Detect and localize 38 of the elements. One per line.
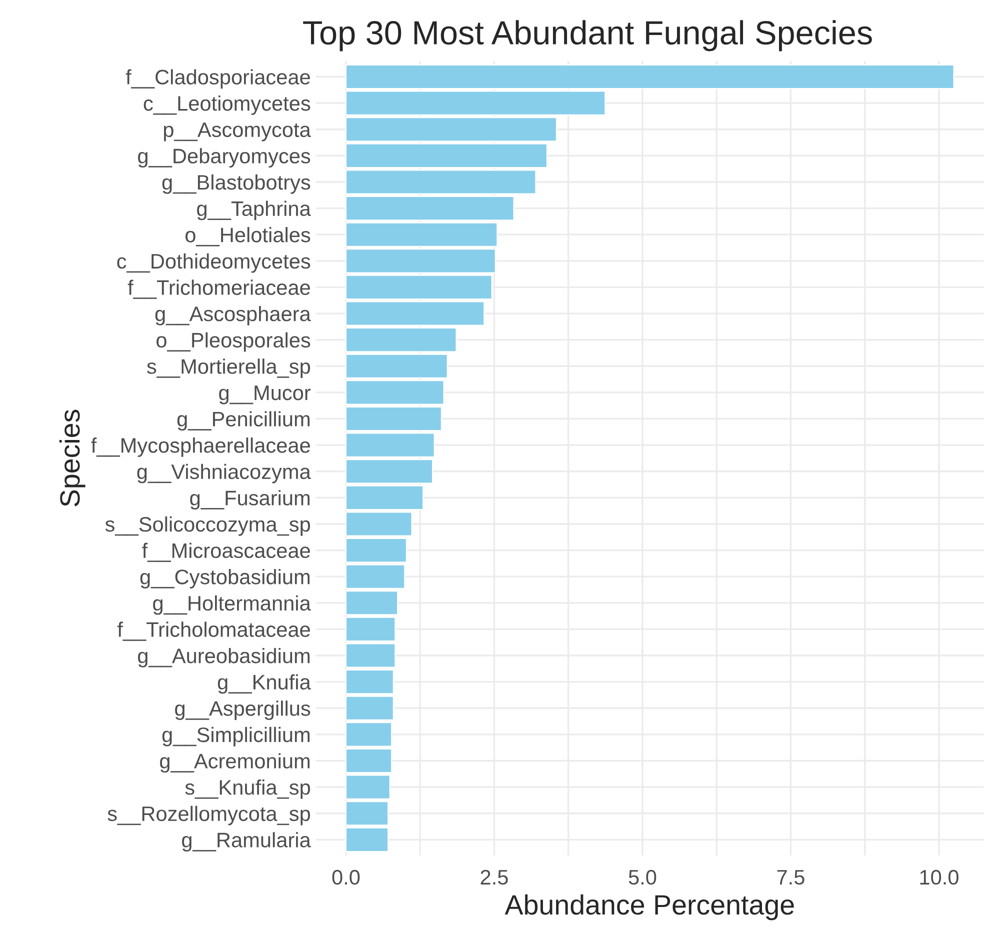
y-tick-label: g__Vishniacozyma [137,464,311,484]
y-tick-label: g__Ramularia [182,832,311,852]
y-axis-title: Species [59,410,86,506]
x-tick-label: 0.0 [332,870,360,885]
y-tick-label: g__Acremonium [160,753,310,773]
y-tick-label: s__Mortierella_sp [147,358,310,378]
y-tick-label: g__Holtermannia [153,595,311,615]
y-tick-label: s__Rozellomycota_sp [108,806,310,826]
y-tick-label: g__Penicillium [177,411,310,431]
x-tick-label: 2.5 [480,870,508,885]
y-tick-label: g__Knufia [218,674,311,694]
x-tick-label: 10.0 [920,870,958,885]
y-tick-label: f__Tricholomataceae [117,622,310,641]
y-tick-label: p__Ascomycota [164,122,311,142]
y-tick-label: g__Blastobotrys [162,174,310,194]
y-tick-label: g__Cystobasidium [140,569,310,588]
y-tick-label: g__Taphrina [197,200,311,220]
chart-title: Top 30 Most Abundant Fungal Species [303,20,872,52]
y-tick-label: o__Pleosporales [156,332,310,352]
y-tick-label: g__Debaryomyces [138,148,310,168]
y-tick-label: f__Microascaceae [142,542,310,562]
y-tick-label: s__Solicoccozyma_sp [105,516,310,536]
y-tick-label: f__Trichomeriaceae [128,280,310,299]
y-tick-label: c__Leotiomycetes [144,96,310,115]
y-tick-label: c__Dothideomycetes [117,253,310,273]
y-tick-label: g__Aspergillus [175,700,310,720]
x-tick-label: 5.0 [628,870,656,885]
y-tick-label: g__Ascosphaera [155,306,311,326]
y-tick-label: s__Knufia_sp [185,780,310,799]
x-axis-title: Abundance Percentage [504,894,794,920]
y-tick-label: f__Mycosphaerellaceae [91,438,310,457]
y-tick-label: g__Mucor [219,386,311,404]
y-tick-label: f__Cladosporiaceae [126,69,310,89]
x-tick-label: 7.5 [777,870,804,885]
y-tick-label: o__Helotiales [186,227,310,246]
y-tick-label: g__Fusarium [190,490,310,510]
y-tick-label: g__Aureobasidium [138,648,310,668]
y-tick-label: g__Simplicillium [162,726,310,746]
